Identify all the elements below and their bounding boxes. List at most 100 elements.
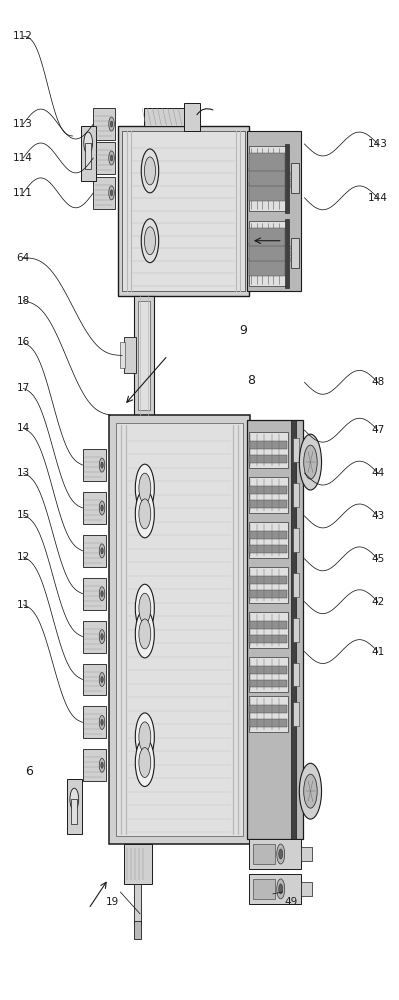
- Bar: [290, 238, 298, 268]
- Bar: [292, 573, 298, 597]
- Bar: [134, 296, 154, 415]
- Bar: [249, 153, 285, 171]
- Bar: [285, 219, 289, 288]
- Circle shape: [139, 473, 151, 503]
- Circle shape: [101, 548, 103, 554]
- Bar: [300, 882, 312, 896]
- Text: 17: 17: [16, 383, 30, 393]
- Bar: [249, 243, 285, 261]
- Bar: [184, 103, 200, 131]
- Circle shape: [141, 219, 159, 263]
- Text: 64: 64: [16, 253, 30, 263]
- Bar: [249, 183, 285, 201]
- Bar: [249, 545, 287, 553]
- Bar: [83, 749, 106, 781]
- Circle shape: [277, 844, 285, 864]
- Text: 47: 47: [371, 425, 384, 435]
- Bar: [291, 420, 296, 839]
- Bar: [83, 578, 106, 610]
- Bar: [134, 921, 141, 939]
- Text: 44: 44: [371, 468, 384, 478]
- Circle shape: [111, 121, 113, 127]
- Bar: [249, 486, 287, 494]
- Bar: [85, 143, 91, 169]
- Circle shape: [139, 722, 151, 752]
- Bar: [300, 847, 312, 861]
- Circle shape: [111, 155, 113, 161]
- Bar: [83, 449, 106, 481]
- Circle shape: [101, 462, 103, 468]
- Circle shape: [139, 593, 151, 623]
- Circle shape: [139, 748, 151, 778]
- Bar: [93, 108, 115, 140]
- Bar: [83, 621, 106, 653]
- Circle shape: [109, 186, 114, 200]
- Bar: [253, 879, 275, 899]
- Bar: [292, 663, 298, 686]
- Circle shape: [139, 499, 151, 529]
- Bar: [249, 576, 287, 584]
- Bar: [118, 126, 249, 296]
- Bar: [249, 500, 287, 508]
- Bar: [249, 441, 287, 449]
- Bar: [249, 680, 287, 687]
- Bar: [83, 664, 106, 695]
- Bar: [249, 567, 288, 603]
- Circle shape: [141, 149, 159, 193]
- Circle shape: [101, 677, 103, 682]
- Bar: [249, 696, 288, 732]
- Circle shape: [101, 634, 103, 640]
- Bar: [124, 844, 152, 884]
- Circle shape: [101, 591, 103, 597]
- Bar: [249, 258, 285, 276]
- Text: 19: 19: [106, 897, 119, 907]
- Text: 8: 8: [247, 374, 255, 387]
- Bar: [249, 590, 287, 598]
- Circle shape: [304, 774, 317, 808]
- Bar: [249, 666, 287, 674]
- Bar: [249, 719, 287, 727]
- Bar: [120, 342, 125, 368]
- Bar: [249, 839, 300, 869]
- Bar: [249, 146, 286, 211]
- Circle shape: [135, 584, 154, 632]
- Bar: [249, 455, 287, 463]
- Bar: [116, 423, 243, 836]
- Bar: [249, 228, 285, 246]
- Bar: [292, 702, 298, 726]
- Bar: [249, 221, 286, 286]
- Text: 112: 112: [13, 31, 33, 41]
- Circle shape: [277, 879, 285, 899]
- Circle shape: [304, 445, 317, 479]
- Bar: [93, 177, 115, 209]
- Bar: [81, 126, 96, 181]
- Bar: [249, 657, 288, 692]
- Circle shape: [299, 434, 322, 490]
- Text: 18: 18: [16, 296, 30, 306]
- Text: 9: 9: [239, 324, 247, 337]
- Text: 857137 01: 857137 01: [288, 170, 292, 187]
- Text: 14: 14: [16, 423, 30, 433]
- Bar: [67, 779, 82, 834]
- Circle shape: [84, 132, 93, 154]
- Bar: [247, 420, 302, 839]
- Text: 15: 15: [16, 510, 30, 520]
- Text: 16: 16: [16, 337, 30, 347]
- Bar: [83, 706, 106, 738]
- Text: 49: 49: [284, 897, 297, 907]
- Bar: [109, 415, 250, 844]
- Bar: [285, 144, 289, 213]
- Text: 45: 45: [371, 554, 384, 564]
- Bar: [249, 477, 288, 513]
- Text: 48: 48: [371, 377, 384, 387]
- Circle shape: [109, 151, 114, 165]
- Circle shape: [135, 739, 154, 787]
- Bar: [292, 438, 298, 462]
- Text: 41: 41: [371, 647, 384, 657]
- Bar: [249, 874, 300, 904]
- Bar: [93, 142, 115, 174]
- Bar: [247, 131, 300, 291]
- Bar: [292, 528, 298, 552]
- Bar: [253, 844, 275, 864]
- Bar: [122, 131, 245, 291]
